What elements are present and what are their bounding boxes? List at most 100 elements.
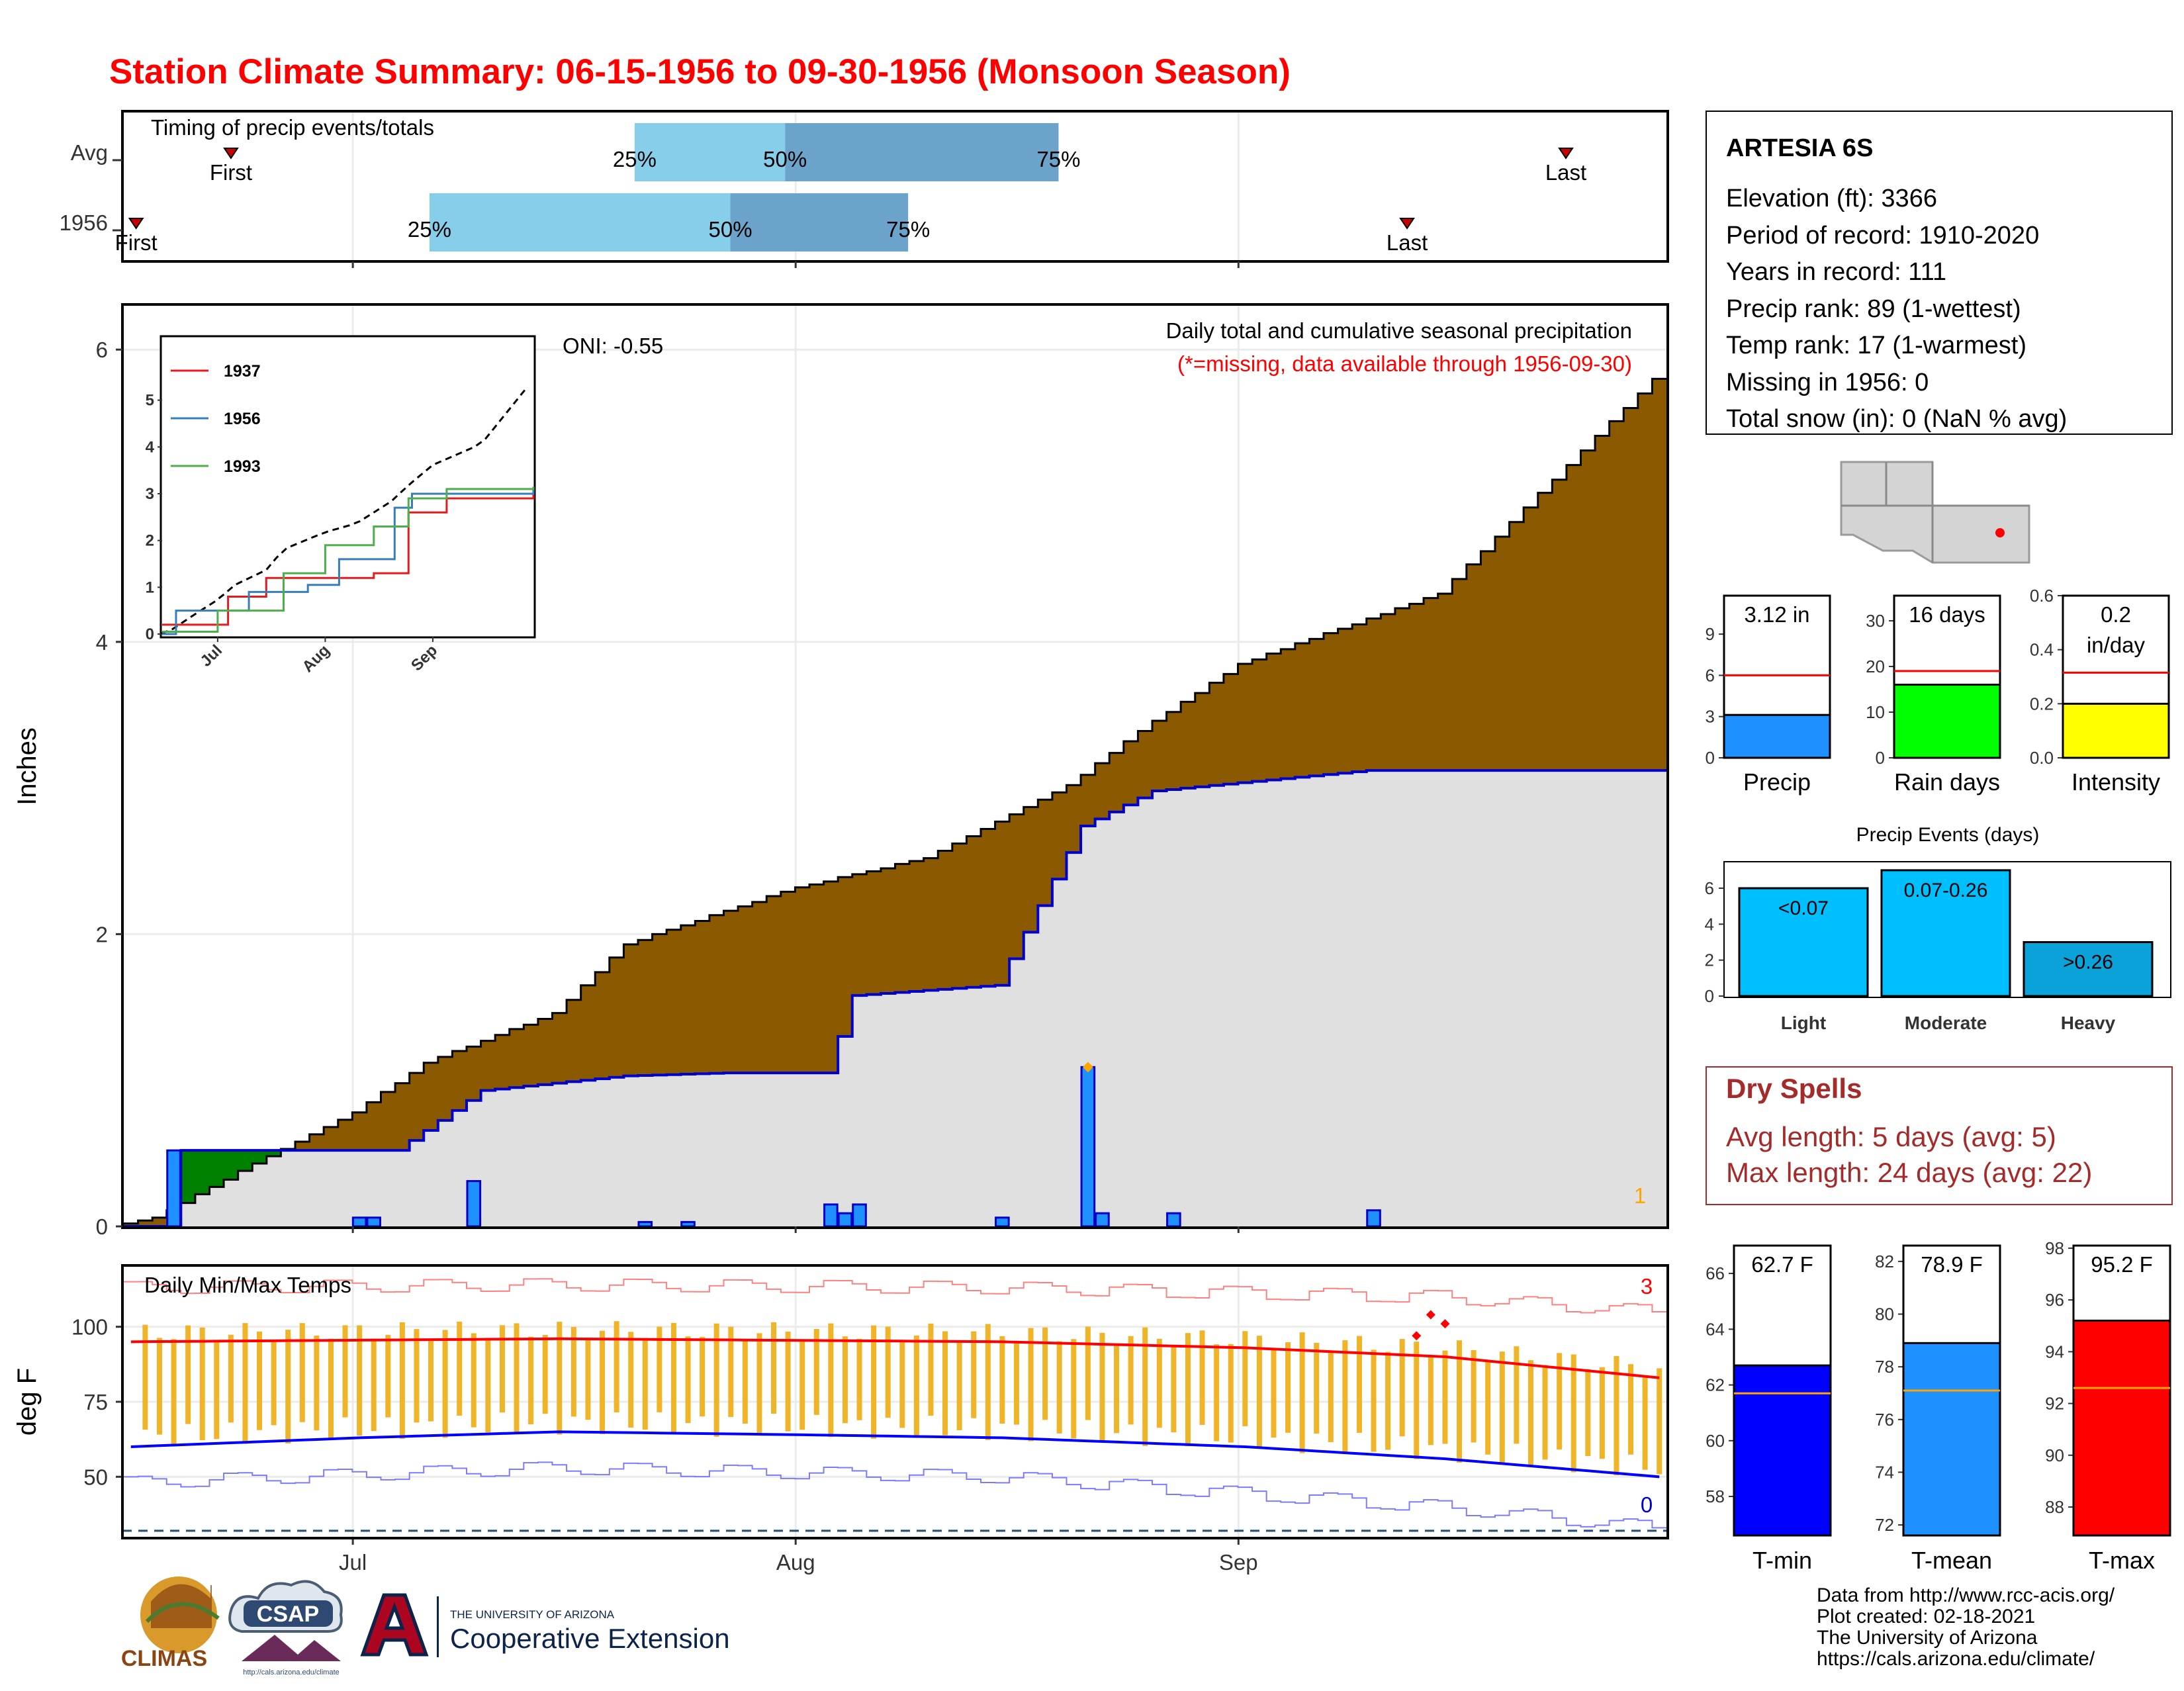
temp-y-tick-label: 100 bbox=[71, 1315, 108, 1340]
event-bar-category-label: Heavy bbox=[2061, 1013, 2116, 1033]
daily-temp-range-bar bbox=[414, 1329, 420, 1423]
footer-line: Data from http://www.rcc-acis.org/ bbox=[1817, 1584, 2115, 1606]
inset-legend-label: 1956 bbox=[224, 410, 261, 428]
summary-y-tick-label: 9 bbox=[1706, 624, 1715, 644]
summary-y-tick-label: 0.4 bbox=[2030, 640, 2054, 660]
summary-value-unit: in/day bbox=[2087, 633, 2146, 657]
daily-temp-range-bar bbox=[899, 1340, 905, 1428]
temp-summary-y-tick-label: 72 bbox=[1875, 1515, 1894, 1535]
temp-summary-y-tick-label: 64 bbox=[1706, 1319, 1725, 1339]
event-bar-heavy bbox=[2023, 941, 2154, 997]
event-bar-light bbox=[1738, 887, 1869, 997]
timing-percentile-label: 75% bbox=[1036, 147, 1080, 171]
daily-temp-range-bar bbox=[1256, 1336, 1262, 1449]
daily-temp-range-bar bbox=[1442, 1350, 1448, 1444]
daily-temp-range-bar bbox=[1342, 1340, 1348, 1453]
daily-temp-range-bar bbox=[771, 1322, 777, 1414]
daily-temp-range-bar bbox=[271, 1340, 277, 1426]
daily-temp-range-bar bbox=[1599, 1367, 1605, 1459]
station-line: Total snow (in): 0 (NaN % avg) bbox=[1726, 405, 2067, 433]
daily-temp-range-bar bbox=[1056, 1341, 1062, 1434]
csap-logo-band bbox=[244, 1600, 333, 1627]
station-line: Years in record: 111 bbox=[1726, 258, 1946, 286]
daily-precip-bar bbox=[837, 1212, 853, 1228]
daily-temp-range-bar bbox=[1570, 1354, 1576, 1473]
summary-bar-label: Rain days bbox=[1894, 768, 2000, 796]
page-title: Station Climate Summary: 06-15-1956 to 0… bbox=[109, 52, 1291, 91]
daily-temp-range-bar bbox=[171, 1339, 177, 1447]
footer-line: The University of Arizona bbox=[1817, 1627, 2038, 1649]
timing-first-marker bbox=[128, 218, 144, 230]
daily-temp-range-bar bbox=[214, 1340, 220, 1440]
daily-temp-range-bar bbox=[242, 1323, 248, 1444]
summary-bar-precip bbox=[1723, 713, 1831, 759]
location-map bbox=[1840, 461, 2032, 564]
daily-temp-range-bar bbox=[871, 1325, 877, 1439]
dry-spells-frame bbox=[1706, 1066, 2173, 1205]
daily-temp-range-bar bbox=[499, 1325, 505, 1413]
daily-temp-range-bar bbox=[1628, 1364, 1634, 1455]
month-label: Jul bbox=[339, 1550, 367, 1575]
daily-temp-range-bar bbox=[314, 1336, 320, 1431]
temp-summary-y-tick-label: 80 bbox=[1875, 1304, 1894, 1324]
event-bar-category-label: Moderate bbox=[1905, 1013, 1987, 1033]
temp-summary-bar-t-min bbox=[1733, 1364, 1832, 1537]
events-title: Precip Events (days) bbox=[1856, 824, 2040, 846]
summary-y-tick-label: 0 bbox=[1876, 748, 1885, 768]
daily-temp-range-bar bbox=[1271, 1348, 1277, 1438]
daily-temp-range-bar bbox=[1542, 1365, 1548, 1460]
timing-first-marker bbox=[223, 148, 239, 160]
daily-temp-range-bar bbox=[1499, 1351, 1505, 1463]
university-of-arizona-logo: THE UNIVERSITY OF ARIZONA Cooperative Ex… bbox=[360, 1593, 730, 1657]
daily-temp-range-bar bbox=[142, 1324, 148, 1430]
month-label: Aug bbox=[776, 1550, 815, 1575]
record-high-marker bbox=[1426, 1310, 1435, 1320]
daily-temp-range-bar bbox=[885, 1326, 891, 1418]
timing-last-label: Last bbox=[1387, 230, 1428, 255]
daily-temp-range-bar bbox=[1399, 1339, 1405, 1437]
daily-temp-range-bar bbox=[1242, 1331, 1248, 1426]
event-bar-moderate bbox=[1880, 869, 2011, 997]
daily-temp-range-bar bbox=[385, 1334, 391, 1418]
daily-temp-range-bar bbox=[199, 1327, 205, 1440]
csap-logo-text: CSAP bbox=[257, 1602, 319, 1627]
inset-legend-label: 1993 bbox=[224, 457, 261, 476]
temp-summary-bars: 58 60 62 64 66 62.7 F T-min 72 74 76 78 80 82 78.9 F T… bbox=[1706, 1238, 2171, 1574]
daily-precip-bar bbox=[1080, 1066, 1096, 1228]
record-low-line bbox=[124, 1461, 1666, 1529]
daily-temp-range-bar bbox=[657, 1326, 662, 1412]
temp-summary-bar-t-mean bbox=[1902, 1342, 2001, 1537]
daily-temp-range-bar bbox=[700, 1336, 705, 1417]
daily-temp-range-bar bbox=[813, 1328, 819, 1415]
precip-panel: 0 2 4 6 Inches Daily total and cumulative s… bbox=[13, 303, 1669, 1239]
inset-frame bbox=[159, 335, 536, 639]
daily-temp-range-bar bbox=[1228, 1344, 1234, 1443]
daily-temp-range-bar bbox=[357, 1325, 363, 1436]
temp-summary-label: T-max bbox=[2089, 1547, 2155, 1574]
record-high-line bbox=[124, 1278, 1666, 1314]
timing-bar-q50-q75 bbox=[785, 123, 1059, 181]
climas-logo-mark bbox=[151, 1584, 212, 1628]
daily-temp-range-bar bbox=[1114, 1344, 1120, 1434]
temp-summary-y-tick-label: 94 bbox=[2045, 1342, 2064, 1361]
dry-spells-line: Max length: 24 days (avg: 22) bbox=[1726, 1157, 2092, 1188]
daily-temp-range-bar bbox=[742, 1339, 748, 1424]
temp-summary-y-tick-label: 92 bbox=[2045, 1394, 2064, 1414]
events-y-tick-label: 6 bbox=[1705, 878, 1714, 898]
timing-row-1956: 1956 bbox=[60, 210, 108, 235]
daily-temp-range-bar bbox=[828, 1323, 834, 1438]
observed-cumulative-line bbox=[124, 769, 1666, 1228]
precip-y-label: Inches bbox=[13, 727, 42, 805]
summary-bar-label: Precip bbox=[1743, 768, 1811, 796]
daily-temp-range-bar bbox=[514, 1323, 520, 1433]
daily-temp-range-bar bbox=[1071, 1339, 1077, 1439]
daily-temp-range-bar bbox=[1156, 1338, 1162, 1428]
timing-percentile-label: 25% bbox=[408, 217, 451, 242]
logo-divider bbox=[437, 1596, 439, 1657]
daily-temp-range-bar bbox=[1527, 1360, 1533, 1465]
timing-percentile-label: 50% bbox=[709, 217, 752, 242]
temp-summary-label: T-min bbox=[1752, 1547, 1812, 1574]
footer-line: https://cals.arizona.edu/climate/ bbox=[1817, 1648, 2095, 1670]
daily-temp-range-bar bbox=[1142, 1327, 1148, 1446]
